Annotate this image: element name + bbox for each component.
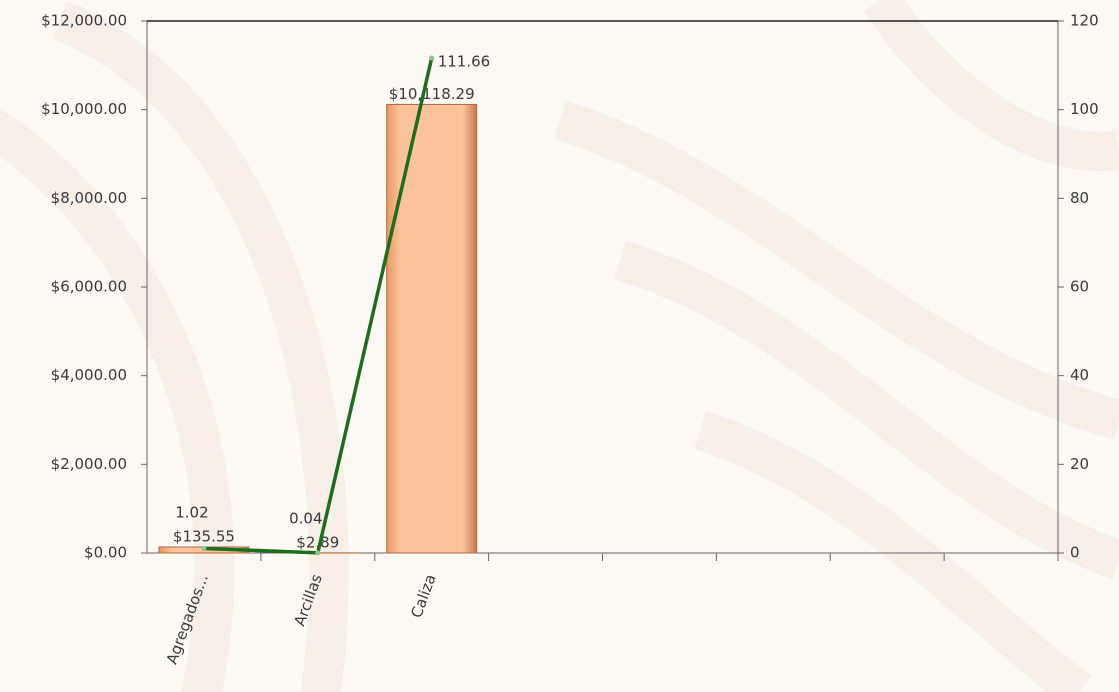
line-value-label: 0.04 — [289, 509, 322, 527]
line-point — [429, 55, 435, 61]
y2-tick-label: 60 — [1070, 278, 1089, 296]
y-tick-label: $4,000.00 — [51, 366, 127, 384]
y-tick-label: $2,000.00 — [51, 455, 127, 473]
bar-value-label: $10,118.29 — [389, 85, 475, 103]
line-point — [201, 545, 207, 551]
y2-tick-label: 40 — [1070, 366, 1089, 384]
y-tick-label: $12,000.00 — [41, 12, 127, 30]
y2-tick-label: 120 — [1070, 12, 1099, 30]
bar — [386, 103, 478, 554]
y-tick-label: $6,000.00 — [51, 278, 127, 296]
y-tick-label: $8,000.00 — [51, 189, 127, 207]
y-tick-label: $10,000.00 — [41, 100, 127, 118]
bar-value-label: $135.55 — [173, 527, 235, 545]
y2-tick-label: 100 — [1070, 100, 1099, 118]
line-point — [315, 550, 321, 556]
bar-value-label: $2.89 — [296, 533, 339, 551]
y2-tick-label: 20 — [1070, 455, 1089, 473]
y2-tick-label: 80 — [1070, 189, 1089, 207]
line-value-label: 111.66 — [438, 52, 491, 70]
line-value-label: 1.02 — [175, 503, 208, 521]
y2-tick-label: 0 — [1070, 544, 1080, 562]
y-tick-label: $0.00 — [84, 544, 127, 562]
